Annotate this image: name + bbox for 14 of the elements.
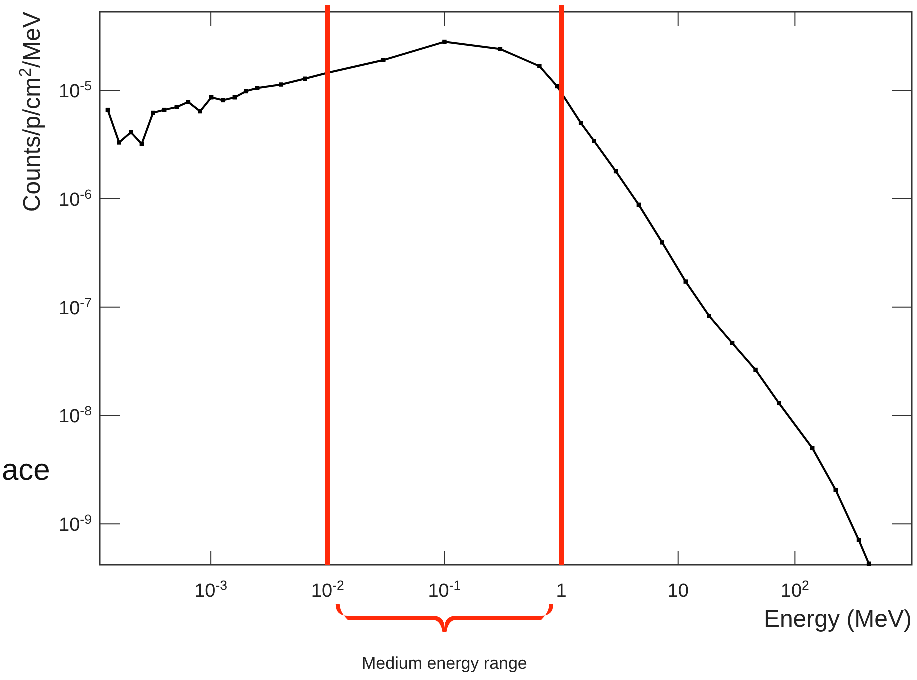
text: Medium energy range xyxy=(362,654,528,673)
x-tick-label: 10$^{-1}$ xyxy=(428,578,462,602)
text: ace xyxy=(2,454,50,487)
x-tick-label: 10$^{2}$ xyxy=(780,578,810,602)
y-tick-label: 10$^{-6}$ xyxy=(59,186,92,211)
y-tick-label: 10$^{-8}$ xyxy=(59,403,92,428)
y-tick-label: 10$^{-9}$ xyxy=(59,512,92,536)
x-axis-title: Energy (MeV) xyxy=(764,606,912,633)
x-tick-label: 1 xyxy=(556,581,567,602)
y-tick-label: 10$^{-7}$ xyxy=(59,294,92,320)
x-tick-label: 10$^{-3}$ xyxy=(194,578,228,602)
x-tick-label: 10 xyxy=(668,581,689,602)
x-tick-label: 10$^{-2}$ xyxy=(311,578,344,602)
y-tick-label: 10$^{-5}$ xyxy=(59,78,92,103)
